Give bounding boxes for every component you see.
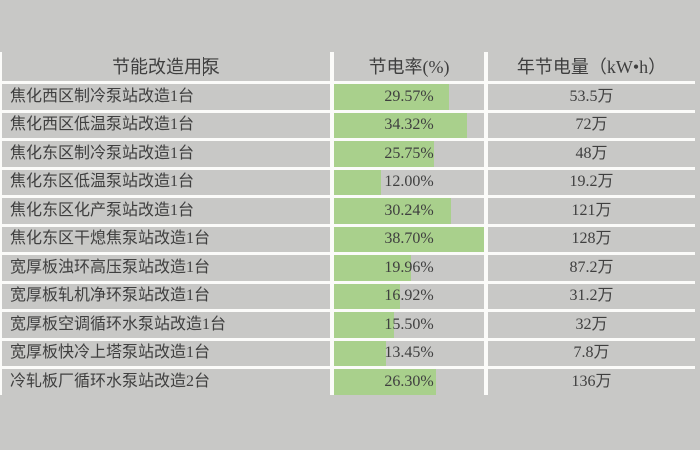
column-header-annual-saving-label: 年节电量（kW•h） — [516, 56, 667, 77]
column-header-annual-saving[interactable]: 年节电量（kW•h） — [488, 52, 695, 81]
saving-rate-bar — [334, 283, 400, 309]
pump-name-cell[interactable]: 宽厚板浊环高压泵站改造1台 — [2, 255, 330, 281]
table-row: 宽厚板轧机净环泵站改造1台 16.92% 31.2万 — [2, 283, 695, 309]
table-row: 宽厚板空调循环水泵站改造1台 15.50% 32万 — [2, 312, 695, 338]
pump-name: 宽厚板空调循环水泵站改造1台 — [10, 315, 227, 333]
table-header-row: 节能改造用泵 节电率(%) 年节电量（kW•h） — [2, 52, 695, 81]
saving-rate-value: 16.92% — [384, 287, 434, 305]
annual-saving-cell[interactable]: 121万 — [488, 198, 695, 224]
annual-saving-cell[interactable]: 87.2万 — [488, 255, 695, 281]
pump-name: 焦化东区低温泵站改造1台 — [10, 173, 195, 191]
annual-saving-cell[interactable]: 53.5万 — [488, 84, 695, 110]
annual-saving-cell[interactable]: 72万 — [488, 112, 695, 138]
pump-name-cell[interactable]: 焦化东区干熄焦泵站改造1台 — [2, 226, 330, 252]
table-row: 焦化东区制冷泵站改造1台 25.75% 48万 — [2, 141, 695, 167]
annual-saving-value: 128万 — [571, 230, 612, 248]
text-cursor — [203, 57, 204, 76]
saving-rate-cell[interactable]: 13.45% — [334, 340, 484, 366]
table-row: 焦化西区制冷泵站改造1台 29.57% 53.5万 — [2, 84, 695, 110]
saving-rate-bar — [334, 255, 412, 281]
pump-name: 焦化西区制冷泵站改造1台 — [10, 87, 195, 105]
saving-rate-bar — [334, 312, 395, 338]
annual-saving-value: 7.8万 — [573, 344, 610, 362]
pump-name: 焦化西区低温泵站改造1台 — [10, 116, 195, 134]
annual-saving-value: 87.2万 — [569, 258, 614, 276]
saving-rate-bar — [334, 226, 484, 252]
table-row: 冷轧板厂循环水泵站改造2台 26.30% 136万 — [2, 369, 695, 395]
annual-saving-value: 32万 — [575, 315, 608, 333]
saving-rate-cell[interactable]: 25.75% — [334, 141, 484, 167]
saving-rate-cell[interactable]: 16.92% — [334, 283, 484, 309]
table-row: 焦化东区化产泵站改造1台 30.24% 121万 — [2, 198, 695, 224]
pump-name: 焦化东区化产泵站改造1台 — [10, 201, 195, 219]
saving-rate-value: 34.32% — [384, 116, 434, 134]
pump-name-cell[interactable]: 焦化东区低温泵站改造1台 — [2, 169, 330, 195]
pump-name-cell[interactable]: 冷轧板厂循环水泵站改造2台 — [2, 369, 330, 395]
annual-saving-value: 72万 — [575, 116, 608, 134]
table-body: 焦化西区制冷泵站改造1台 29.57% 53.5万 焦化西区低温泵站改造1台 3… — [2, 84, 695, 395]
saving-rate-cell[interactable]: 15.50% — [334, 312, 484, 338]
column-header-pump[interactable]: 节能改造用泵 — [2, 52, 330, 81]
pump-name-cell[interactable]: 焦化东区制冷泵站改造1台 — [2, 141, 330, 167]
saving-rate-bar — [334, 340, 387, 366]
annual-saving-value: 136万 — [571, 372, 612, 390]
saving-rate-cell[interactable]: 12.00% — [334, 169, 484, 195]
saving-rate-cell[interactable]: 30.24% — [334, 198, 484, 224]
saving-rate-bar — [334, 141, 434, 167]
pump-name: 宽厚板快冷上塔泵站改造1台 — [10, 344, 211, 362]
table-row: 宽厚板快冷上塔泵站改造1台 13.45% 7.8万 — [2, 340, 695, 366]
annual-saving-cell[interactable]: 7.8万 — [488, 340, 695, 366]
pump-name-cell[interactable]: 焦化东区化产泵站改造1台 — [2, 198, 330, 224]
saving-rate-bar — [334, 112, 468, 138]
annual-saving-cell[interactable]: 32万 — [488, 312, 695, 338]
column-header-saving-rate-label: 节电率(%) — [368, 56, 450, 77]
saving-rate-value: 30.24% — [384, 201, 434, 219]
annual-saving-value: 31.2万 — [569, 287, 614, 305]
pump-name: 宽厚板浊环高压泵站改造1台 — [10, 258, 211, 276]
annual-saving-value: 19.2万 — [569, 173, 614, 191]
saving-rate-value: 26.30% — [384, 372, 434, 390]
saving-rate-value: 19.96% — [384, 258, 434, 276]
saving-rate-bar — [334, 84, 449, 110]
pump-name: 焦化东区干熄焦泵站改造1台 — [10, 230, 211, 248]
saving-rate-bar — [334, 369, 436, 395]
saving-rate-bar — [334, 169, 381, 195]
table-row: 焦化东区低温泵站改造1台 12.00% 19.2万 — [2, 169, 695, 195]
pump-name: 焦化东区制冷泵站改造1台 — [10, 144, 195, 162]
saving-rate-cell[interactable]: 29.57% — [334, 84, 484, 110]
annual-saving-value: 121万 — [571, 201, 612, 219]
table-row: 焦化西区低温泵站改造1台 34.32% 72万 — [2, 112, 695, 138]
table-row: 焦化东区干熄焦泵站改造1台 38.70% 128万 — [2, 226, 695, 252]
annual-saving-cell[interactable]: 48万 — [488, 141, 695, 167]
pump-name-cell[interactable]: 焦化西区低温泵站改造1台 — [2, 112, 330, 138]
pump-name: 冷轧板厂循环水泵站改造2台 — [10, 372, 211, 390]
saving-rate-value: 25.75% — [384, 144, 434, 162]
saving-rate-cell[interactable]: 34.32% — [334, 112, 484, 138]
column-header-saving-rate[interactable]: 节电率(%) — [334, 52, 484, 81]
saving-rate-cell[interactable]: 26.30% — [334, 369, 484, 395]
saving-rate-cell[interactable]: 38.70% — [334, 226, 484, 252]
pump-name-cell[interactable]: 焦化西区制冷泵站改造1台 — [2, 84, 330, 110]
energy-savings-table: 节能改造用泵 节电率(%) 年节电量（kW•h） 焦化西区制冷泵站改造1台 29… — [0, 52, 695, 395]
annual-saving-cell[interactable]: 19.2万 — [488, 169, 695, 195]
pump-name-cell[interactable]: 宽厚板轧机净环泵站改造1台 — [2, 283, 330, 309]
annual-saving-cell[interactable]: 136万 — [488, 369, 695, 395]
saving-rate-value: 15.50% — [384, 315, 434, 333]
annual-saving-cell[interactable]: 31.2万 — [488, 283, 695, 309]
pump-name: 宽厚板轧机净环泵站改造1台 — [10, 287, 211, 305]
saving-rate-value: 29.57% — [384, 87, 434, 105]
annual-saving-value: 48万 — [575, 144, 608, 162]
table-row: 宽厚板浊环高压泵站改造1台 19.96% 87.2万 — [2, 255, 695, 281]
saving-rate-bar — [334, 198, 452, 224]
saving-rate-cell[interactable]: 19.96% — [334, 255, 484, 281]
pump-name-cell[interactable]: 宽厚板快冷上塔泵站改造1台 — [2, 340, 330, 366]
saving-rate-value: 38.70% — [384, 230, 434, 248]
column-header-pump-label: 节能改造用泵 — [112, 56, 220, 77]
annual-saving-cell[interactable]: 128万 — [488, 226, 695, 252]
annual-saving-value: 53.5万 — [569, 87, 614, 105]
pump-name-cell[interactable]: 宽厚板空调循环水泵站改造1台 — [2, 312, 330, 338]
saving-rate-value: 12.00% — [384, 173, 434, 191]
saving-rate-value: 13.45% — [384, 344, 434, 362]
